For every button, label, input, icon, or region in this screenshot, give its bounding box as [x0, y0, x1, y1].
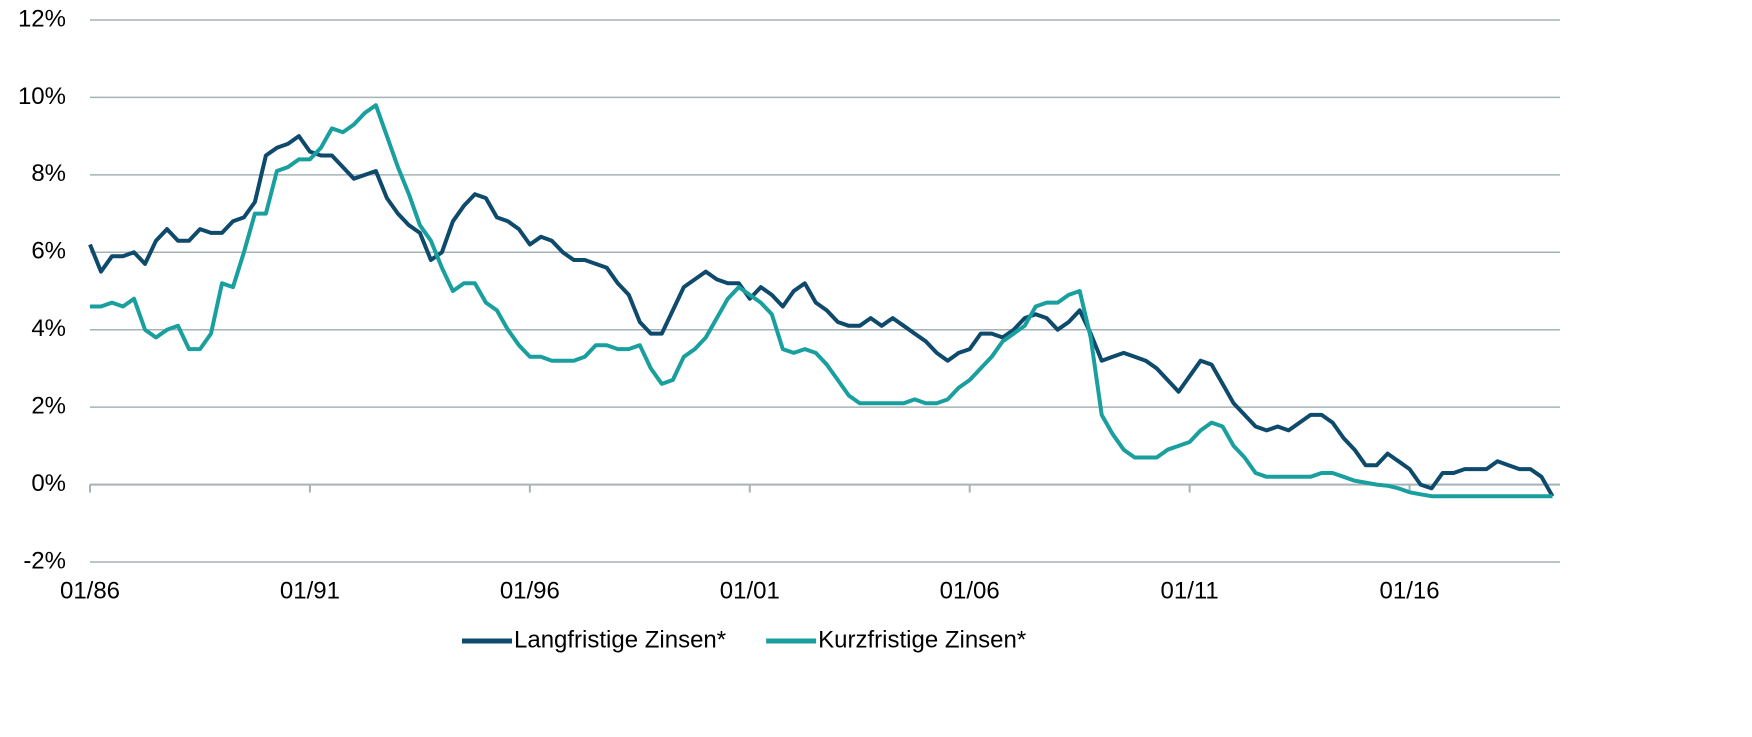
y-tick-label: 6% — [31, 238, 66, 265]
x-tick-label: 01/91 — [280, 577, 340, 604]
x-tick-label: 01/96 — [500, 577, 560, 604]
legend-label: Kurzfristige Zinsen* — [818, 626, 1026, 653]
x-tick-label: 01/16 — [1380, 577, 1440, 604]
legend-label: Langfristige Zinsen* — [514, 626, 726, 653]
y-tick-label: 12% — [18, 5, 66, 32]
line — [90, 103, 1553, 499]
line — [88, 134, 1555, 498]
y-tick-label: -2% — [23, 547, 66, 574]
x-tick-label: 01/11 — [1161, 577, 1219, 604]
y-tick-label: 2% — [31, 392, 66, 419]
y-tick-label: 4% — [31, 315, 66, 342]
x-tick-label: 01/86 — [60, 577, 120, 604]
y-tick-label: 10% — [18, 83, 66, 110]
x-tick-label: 01/06 — [940, 577, 1000, 604]
x-tick-label: 01/01 — [720, 577, 780, 604]
y-tick-label: 8% — [31, 160, 66, 187]
y-tick-label: 0% — [31, 470, 66, 497]
